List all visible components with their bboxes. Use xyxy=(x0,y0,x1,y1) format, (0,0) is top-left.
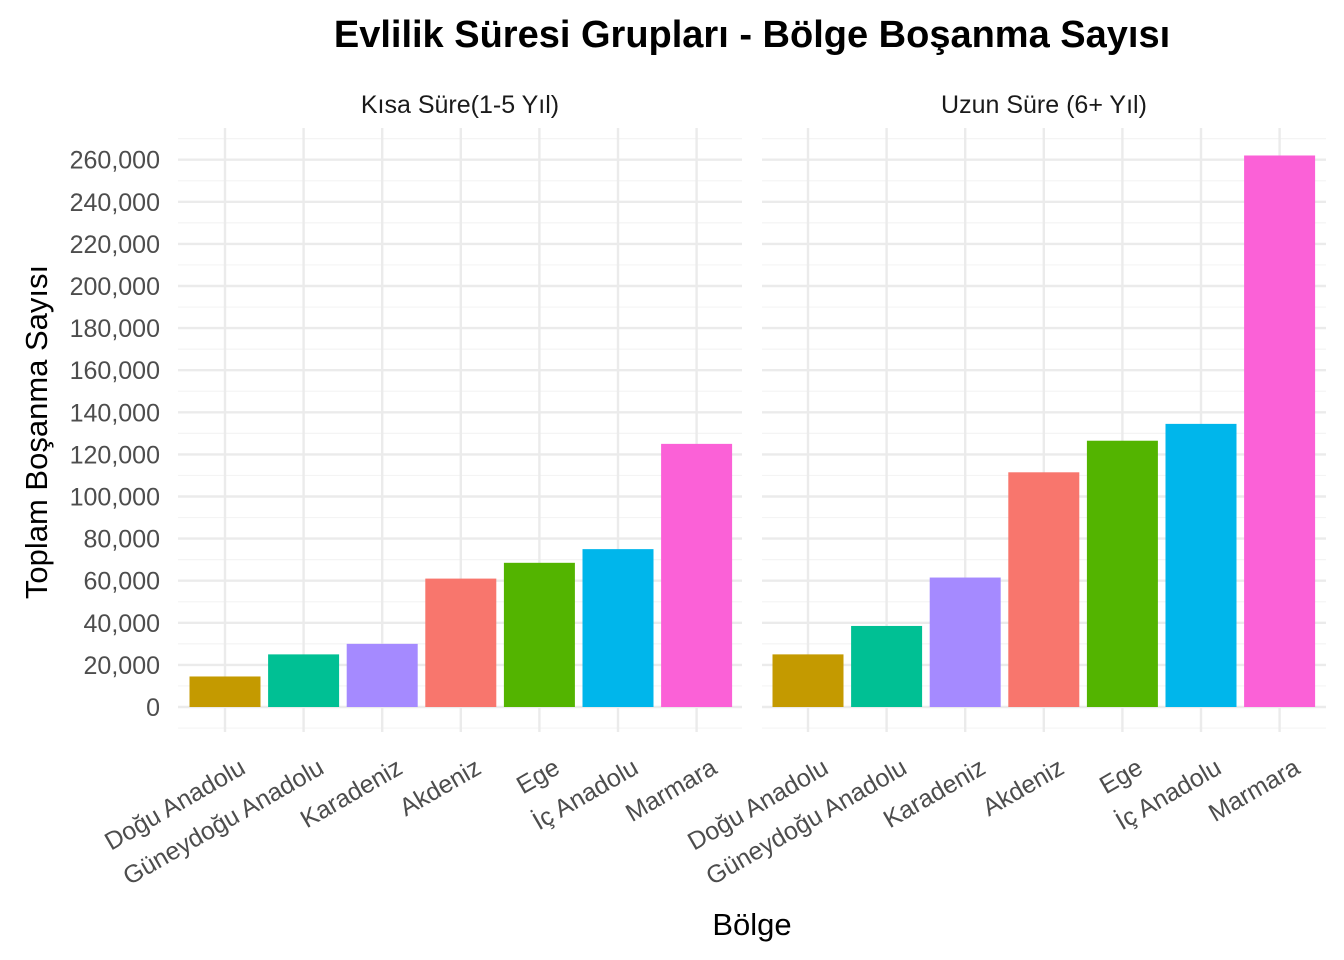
panel-strip-label: Kısa Süre(1-5 Yıl) xyxy=(361,91,559,119)
y-tick-label: 220,000 xyxy=(70,231,160,259)
y-tick-label: 20,000 xyxy=(84,652,160,680)
bar xyxy=(929,577,1001,707)
x-tick-label: Akdeniz xyxy=(978,753,1069,822)
y-tick-label: 60,000 xyxy=(84,568,160,596)
x-tick-label: Marmara xyxy=(1204,753,1305,827)
y-axis-label: Toplam Boşanma Sayısı xyxy=(19,265,54,599)
x-tick-label: Ege xyxy=(512,753,565,799)
bar xyxy=(772,654,844,707)
bar xyxy=(1008,472,1080,707)
x-tick-label: Ege xyxy=(1095,753,1148,799)
bar xyxy=(425,578,497,707)
bar xyxy=(346,643,418,707)
panels: Kısa Süre(1-5 Yıl)Doğu AnadoluGüneydoğu … xyxy=(100,91,1326,891)
x-axis-label: Bölge xyxy=(712,907,791,942)
y-tick-label: 0 xyxy=(146,694,160,722)
y-tick-label: 160,000 xyxy=(70,357,160,385)
bar xyxy=(189,676,261,707)
bar xyxy=(661,443,733,707)
y-tick-label: 200,000 xyxy=(70,273,160,301)
y-tick-label: 100,000 xyxy=(70,484,160,512)
bar xyxy=(1244,155,1316,708)
bar xyxy=(268,654,340,707)
y-tick-label: 80,000 xyxy=(84,526,160,554)
panel-strip-label: Uzun Süre (6+ Yıl) xyxy=(941,91,1147,119)
y-axis: 0 20,000 40,000 60,000 80,000 100,000 120,000 1… xyxy=(70,147,160,722)
y-tick-label: 40,000 xyxy=(84,610,160,638)
y-tick-label: 180,000 xyxy=(70,315,160,343)
panel-1: Kısa Süre(1-5 Yıl)Doğu AnadoluGüneydoğu … xyxy=(100,91,742,891)
x-tick-label: Akdeniz xyxy=(395,753,486,822)
x-tick-label: Marmara xyxy=(621,753,722,827)
bar xyxy=(1086,440,1158,707)
panel-2: Uzun Süre (6+ Yıl)Doğu AnadoluGüneydoğu … xyxy=(683,91,1326,891)
y-tick-label: 120,000 xyxy=(70,441,160,469)
bar xyxy=(503,562,575,707)
chart-title: Evlilik Süresi Grupları - Bölge Boşanma … xyxy=(334,14,1170,56)
bar xyxy=(582,549,654,707)
y-tick-label: 140,000 xyxy=(70,399,160,427)
bar xyxy=(851,625,923,707)
y-tick-label: 260,000 xyxy=(70,147,160,175)
y-tick-label: 240,000 xyxy=(70,189,160,217)
bar xyxy=(1165,423,1237,707)
